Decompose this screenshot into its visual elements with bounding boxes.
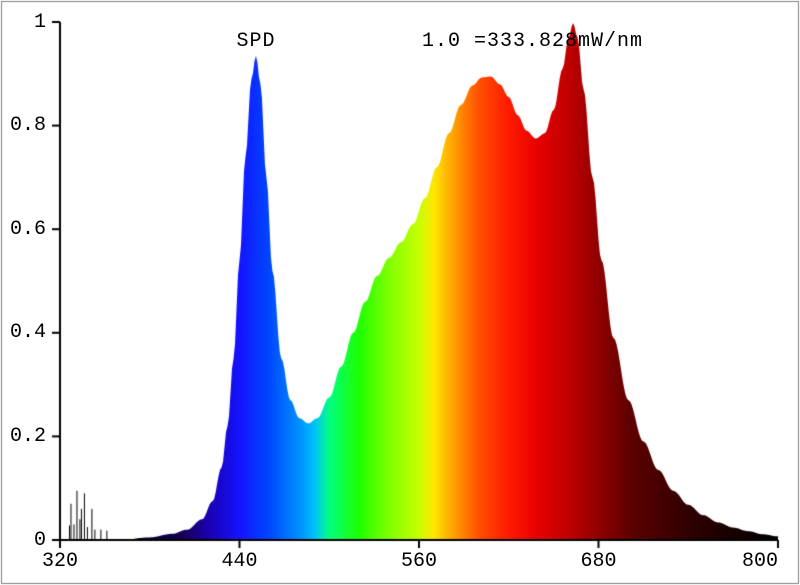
- xtick-label: 440: [222, 550, 258, 573]
- ytick-label: 0.2: [10, 425, 46, 448]
- xtick-label: 320: [42, 550, 78, 573]
- xtick-label: 560: [401, 550, 437, 573]
- scale-label: 1.0 =333.828mW/nm: [422, 30, 643, 53]
- spd-label: SPD: [237, 30, 276, 53]
- ytick-label: 0.8: [10, 114, 46, 137]
- ytick-label: 0.4: [10, 321, 46, 344]
- xtick-label: 800: [742, 550, 778, 573]
- ytick-label: 0.6: [10, 218, 46, 241]
- spectrum-canvas: [0, 0, 800, 585]
- ytick-label: 0: [34, 529, 46, 552]
- xtick-label: 680: [581, 550, 617, 573]
- spectrum-chart: 0 0.2 0.4 0.6 0.8 1 320 440 560 680 800 SPD 1.0 =333…: [0, 0, 800, 585]
- ytick-label: 1: [34, 11, 46, 34]
